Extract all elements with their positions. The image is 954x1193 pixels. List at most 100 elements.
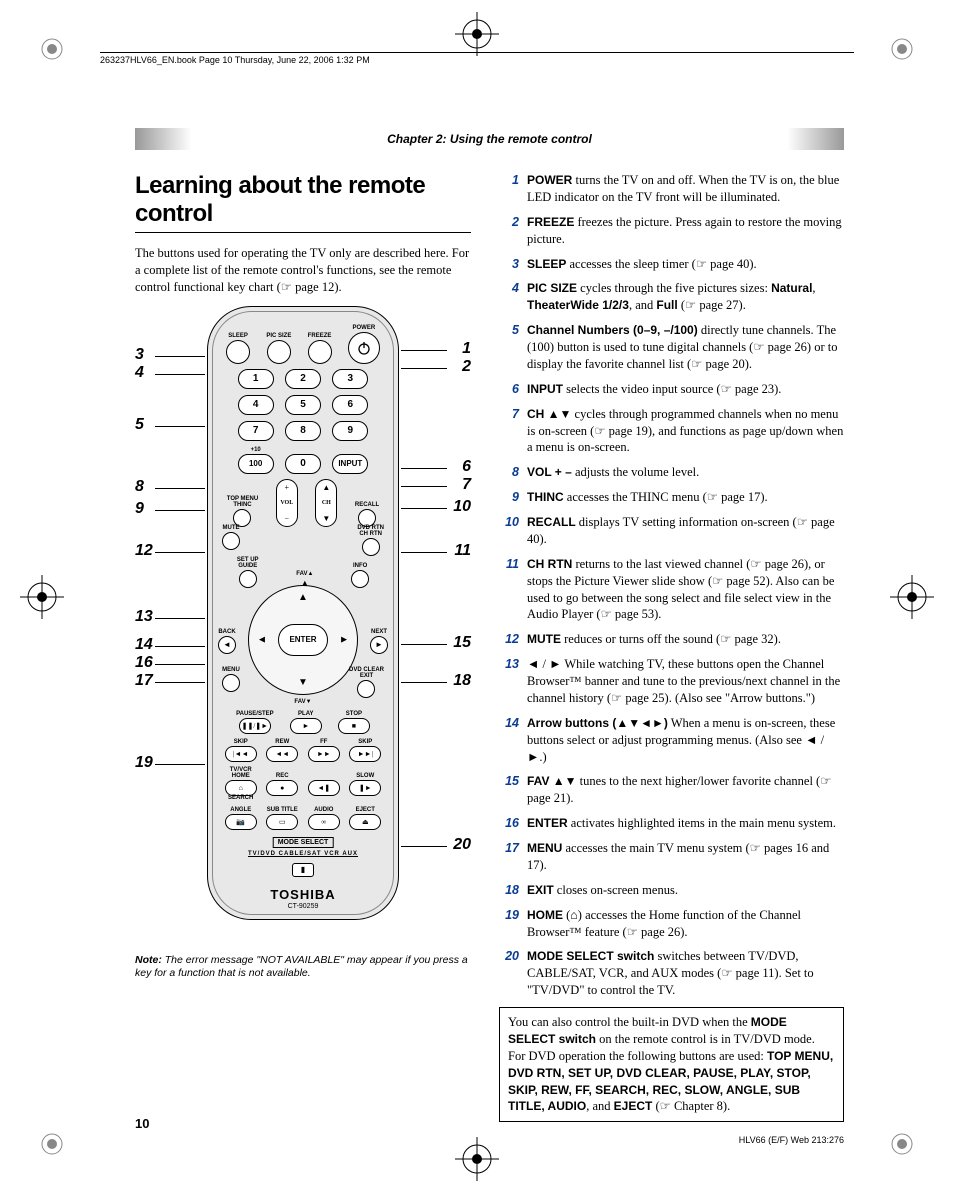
- sleep-button: [226, 340, 250, 364]
- dvd-footnote-box: You can also control the built-in DVD wh…: [499, 1007, 844, 1122]
- callout-line: [155, 356, 205, 357]
- desc-text: Arrow buttons (▲▼◄►) When a menu is on-s…: [527, 715, 844, 766]
- description-item: 18 EXIT closes on-screen menus.: [499, 882, 844, 899]
- callout-line: [155, 488, 205, 489]
- callout-line: [401, 644, 447, 645]
- desc-number: 2: [499, 214, 519, 248]
- stop-button: ■: [338, 718, 370, 734]
- rec-label: REC: [276, 773, 289, 779]
- stop-label: STOP: [346, 711, 362, 717]
- register-mark-icon: [455, 1137, 499, 1181]
- home-label: TV/VCR HOME: [230, 767, 252, 779]
- callout-line: [155, 664, 205, 665]
- callout-line: [401, 468, 447, 469]
- desc-text: CH ▲▼ cycles through programmed channels…: [527, 406, 844, 457]
- arrow-down-icon: ▼: [298, 677, 308, 688]
- chapter-title: Chapter 2: Using the remote control: [135, 128, 844, 150]
- skip-next-button: ►►|: [349, 746, 381, 762]
- desc-number: 1: [499, 172, 519, 206]
- crop-mark-icon: [38, 1130, 66, 1158]
- play-label: PLAY: [298, 711, 313, 717]
- desc-number: 17: [499, 840, 519, 874]
- num-2: 2: [285, 369, 321, 389]
- desc-text: INPUT selects the video input source (☞ …: [527, 381, 844, 398]
- back-button: ◄: [218, 636, 236, 654]
- register-mark-icon: [455, 12, 499, 56]
- description-item: 17MENU accesses the main TV menu system …: [499, 840, 844, 874]
- callout-number: 13: [135, 608, 153, 626]
- callout-number: 6: [462, 458, 471, 476]
- slow-button: ❚►: [349, 780, 381, 796]
- callout-line: [401, 486, 447, 487]
- arrow-left-icon: ◄: [257, 634, 267, 645]
- desc-text: ◄ / ► While watching TV, these buttons o…: [527, 656, 844, 707]
- sleep-label: SLEEP: [228, 333, 248, 339]
- footer-code: HLV66 (E/F) Web 213:276: [739, 1135, 844, 1145]
- arrow-up-icon: ▲: [298, 592, 308, 603]
- description-item: 1POWER turns the TV on and off. When the…: [499, 172, 844, 206]
- next-label: NEXT: [371, 629, 387, 635]
- callout-line: [155, 426, 205, 427]
- mode-select-label: MODE SELECT: [273, 837, 334, 848]
- hundred-button: 100: [238, 454, 274, 474]
- callout-line: [155, 646, 205, 647]
- back-label: BACK: [218, 629, 235, 635]
- callout-line: [401, 682, 447, 683]
- arrow-right-icon: ►: [339, 634, 349, 645]
- favdown-label: FAV▼: [208, 699, 398, 705]
- num-5: 5: [285, 395, 321, 415]
- description-item: 20MODE SELECT switch switches between TV…: [499, 948, 844, 999]
- callout-line: [401, 368, 447, 369]
- info-label: INFO: [353, 563, 367, 569]
- ff-button: ►►: [308, 746, 340, 762]
- callout-number: 10: [453, 498, 471, 516]
- callout-number: 4: [135, 364, 144, 382]
- skip-prev-label: SKIP: [234, 739, 248, 745]
- num-6: 6: [332, 395, 368, 415]
- recall-label: RECALL: [355, 502, 379, 508]
- page-number: 10: [135, 1116, 149, 1131]
- model-number: CT-90259: [208, 903, 398, 910]
- callout-number: 7: [462, 476, 471, 494]
- callout-number: 19: [135, 754, 153, 772]
- callout-number: 16: [135, 654, 153, 672]
- crop-mark-icon: [888, 35, 916, 63]
- exit-button: [357, 680, 375, 698]
- mute-button: [222, 532, 240, 550]
- description-item: 10RECALL displays TV setting information…: [499, 514, 844, 548]
- desc-text: Channel Numbers (0–9, –/100) directly tu…: [527, 322, 844, 373]
- desc-text: MODE SELECT switch switches between TV/D…: [527, 948, 844, 999]
- home-button: ⌂: [225, 780, 257, 796]
- callout-number: 1: [462, 340, 471, 358]
- callout-number: 5: [135, 416, 144, 434]
- callout-number: 12: [135, 542, 153, 560]
- description-item: 14Arrow buttons (▲▼◄►) When a menu is on…: [499, 715, 844, 766]
- desc-text: HOME (⌂) accesses the Home function of t…: [527, 907, 844, 941]
- chrtn-button: [362, 538, 380, 556]
- rew-label: REW: [275, 739, 289, 745]
- rec-button: ●: [266, 780, 298, 796]
- desc-number: 3: [499, 256, 519, 273]
- power-icon: [357, 341, 371, 355]
- desc-number: 12: [499, 631, 519, 648]
- desc-text: POWER turns the TV on and off. When the …: [527, 172, 844, 206]
- description-item: 2FREEZE freezes the picture. Press again…: [499, 214, 844, 248]
- callout-line: [401, 350, 447, 351]
- desc-text: EXIT closes on-screen menus.: [527, 882, 844, 899]
- chrtn-label: DVD RTN CH RTN: [357, 525, 384, 537]
- search-label: SEARCH: [228, 795, 253, 801]
- description-item: 5Channel Numbers (0–9, –/100) directly t…: [499, 322, 844, 373]
- num-8: 8: [285, 421, 321, 441]
- callout-line: [155, 682, 205, 683]
- desc-text: MUTE reduces or turns off the sound (☞ p…: [527, 631, 844, 648]
- play-button: ►: [290, 718, 322, 734]
- desc-number: 18: [499, 882, 519, 899]
- callout-number: 2: [462, 358, 471, 376]
- slow-label: SLOW: [356, 773, 374, 779]
- num-4: 4: [238, 395, 274, 415]
- desc-number: 5: [499, 322, 519, 373]
- next-button: ►: [370, 636, 388, 654]
- desc-number: 19: [499, 907, 519, 941]
- exit-label: DVD CLEAR EXIT: [349, 667, 384, 679]
- callout-number: 14: [135, 636, 153, 654]
